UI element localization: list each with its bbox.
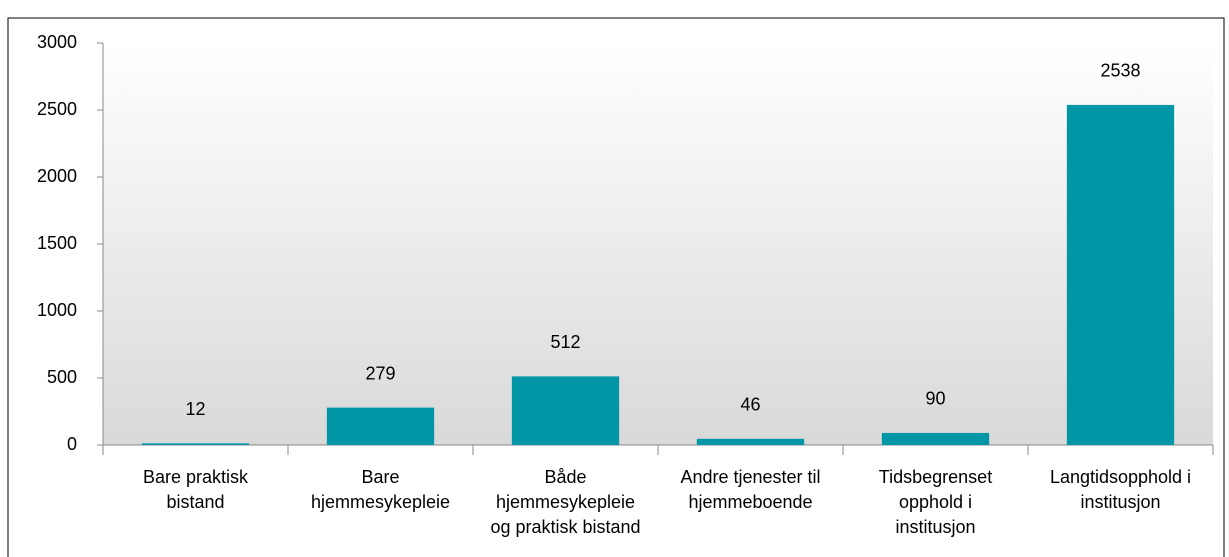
x-tick-label: Bare praktisk (143, 467, 249, 487)
y-tick-label: 1500 (37, 233, 77, 253)
data-label: 46 (740, 395, 760, 415)
data-label: 512 (550, 332, 580, 352)
x-tick-label: hjemmeboende (688, 492, 812, 512)
data-label: 12 (185, 399, 205, 419)
bar (326, 407, 435, 445)
x-tick-label: institusjon (1080, 492, 1160, 512)
y-tick-label: 1000 (37, 300, 77, 320)
data-label: 90 (925, 389, 945, 409)
bar (881, 432, 990, 445)
x-tick-label: hjemmesykepleie (311, 492, 450, 512)
x-tick-label: Andre tjenester til (680, 467, 820, 487)
bar (141, 443, 250, 445)
bar (696, 438, 805, 445)
y-tick-label: 3000 (37, 32, 77, 52)
plot-area (103, 43, 1213, 445)
data-label: 2538 (1100, 61, 1140, 81)
y-tick-label: 2000 (37, 166, 77, 186)
x-tick-label: Tidsbegrenset (879, 467, 992, 487)
x-tick-label: hjemmesykepleie (496, 492, 635, 512)
y-tick-label: 0 (67, 434, 77, 454)
y-tick-label: 2500 (37, 99, 77, 119)
data-label: 279 (365, 363, 395, 383)
bar (511, 376, 620, 445)
y-tick-label: 500 (47, 367, 77, 387)
x-tick-label: Langtidsopphold i (1050, 467, 1191, 487)
x-tick-label: institusjon (895, 517, 975, 537)
bar (1066, 104, 1175, 446)
x-tick-label: opphold i (899, 492, 972, 512)
x-tick-label: Både (544, 467, 586, 487)
x-tick-label: Bare (361, 467, 399, 487)
x-tick-label: bistand (166, 492, 224, 512)
x-tick-label: og praktisk bistand (490, 517, 640, 537)
